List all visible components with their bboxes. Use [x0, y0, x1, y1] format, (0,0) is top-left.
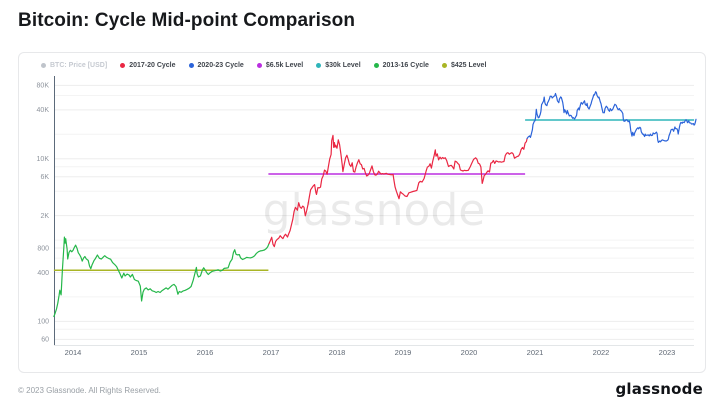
legend-item-6-5k-level[interactable]: $6.5k Level — [256, 61, 304, 69]
legend-item-30k-level[interactable]: $30k Level — [316, 61, 361, 69]
legend-item-2020-23-cycle[interactable]: 2020-23 Cycle — [188, 61, 244, 69]
legend-label: BTC: Price [USD] — [50, 61, 108, 69]
y-axis-tick-label: 400 — [37, 270, 49, 277]
legend-dot — [373, 62, 379, 68]
legend-dot — [316, 62, 322, 68]
legend-item-btc-price-usd[interactable]: BTC: Price [USD] — [41, 62, 107, 69]
y-axis-tick-label: 10K — [37, 156, 50, 163]
legend-item-2013-16-cycle[interactable]: 2013-16 Cycle — [373, 61, 429, 69]
page-title: Bitcoin: Cycle Mid-point Comparison — [18, 10, 356, 31]
y-axis-tick-label: 800 — [37, 245, 49, 252]
y-axis-tick-label: 6K — [40, 174, 49, 181]
x-axis-tick-label: 2022 — [593, 348, 610, 357]
x-axis-tick-label: 2015 — [131, 348, 148, 357]
legend-label: $6.5k Level — [265, 61, 304, 69]
y-axis-tick-label: 40K — [37, 107, 50, 114]
legend-dot — [41, 62, 46, 68]
legend-item-2017-20-cycle[interactable]: 2017-20 Cycle — [120, 61, 176, 69]
legend-dot — [188, 62, 194, 68]
x-axis-tick-label: 2016 — [197, 348, 214, 357]
x-axis-tick-label: 2023 — [659, 348, 676, 357]
y-axis-tick-label: 100 — [37, 319, 49, 326]
x-axis-tick-label: 2020 — [461, 348, 478, 357]
x-axis-tick-label: 2014 — [65, 348, 82, 357]
series-2020-23-cycle — [526, 91, 697, 144]
series-2017-20-cycle — [268, 134, 528, 248]
legend-label: $425 Level — [450, 61, 487, 69]
y-axis-tick-label: 80K — [37, 83, 50, 90]
y-axis-tick-label: 2K — [40, 213, 49, 220]
legend-label: 2017-20 Cycle — [129, 61, 176, 69]
copyright-text: © 2023 Glassnode. All Rights Reserved. — [18, 386, 161, 395]
legend-label: 2020-23 Cycle — [197, 61, 244, 69]
y-axis-tick-label: 60 — [41, 337, 49, 344]
x-axis-tick-label: 2017 — [263, 348, 280, 357]
x-axis-tick-label: 2019 — [395, 348, 412, 357]
x-axis-tick-label: 2018 — [329, 348, 346, 357]
series-2013-16-cycle — [53, 236, 270, 318]
legend-label: 2013-16 Cycle — [382, 61, 429, 69]
chart-legend: BTC: Price [USD] 2017-20 Cycle 2020-23 Cyc… — [41, 59, 486, 71]
price-chart[interactable]: 80K 40K 10K 6K 2K 800 400 100 60 2014 2015 2016 2017… — [19, 53, 705, 372]
legend-label: $30k Level — [325, 61, 361, 69]
legend-dot — [441, 62, 447, 68]
legend-item-425-level[interactable]: $425 Level — [441, 61, 487, 69]
glassnode-logo: glassnode — [615, 380, 703, 398]
chart-card: BTC: Price [USD] 2017-20 Cycle 2020-23 Cyc… — [18, 52, 706, 373]
legend-dot — [120, 62, 126, 68]
x-axis-tick-label: 2021 — [527, 348, 544, 357]
glassnode-watermark: glassnode — [263, 185, 486, 236]
legend-dot — [256, 62, 262, 68]
